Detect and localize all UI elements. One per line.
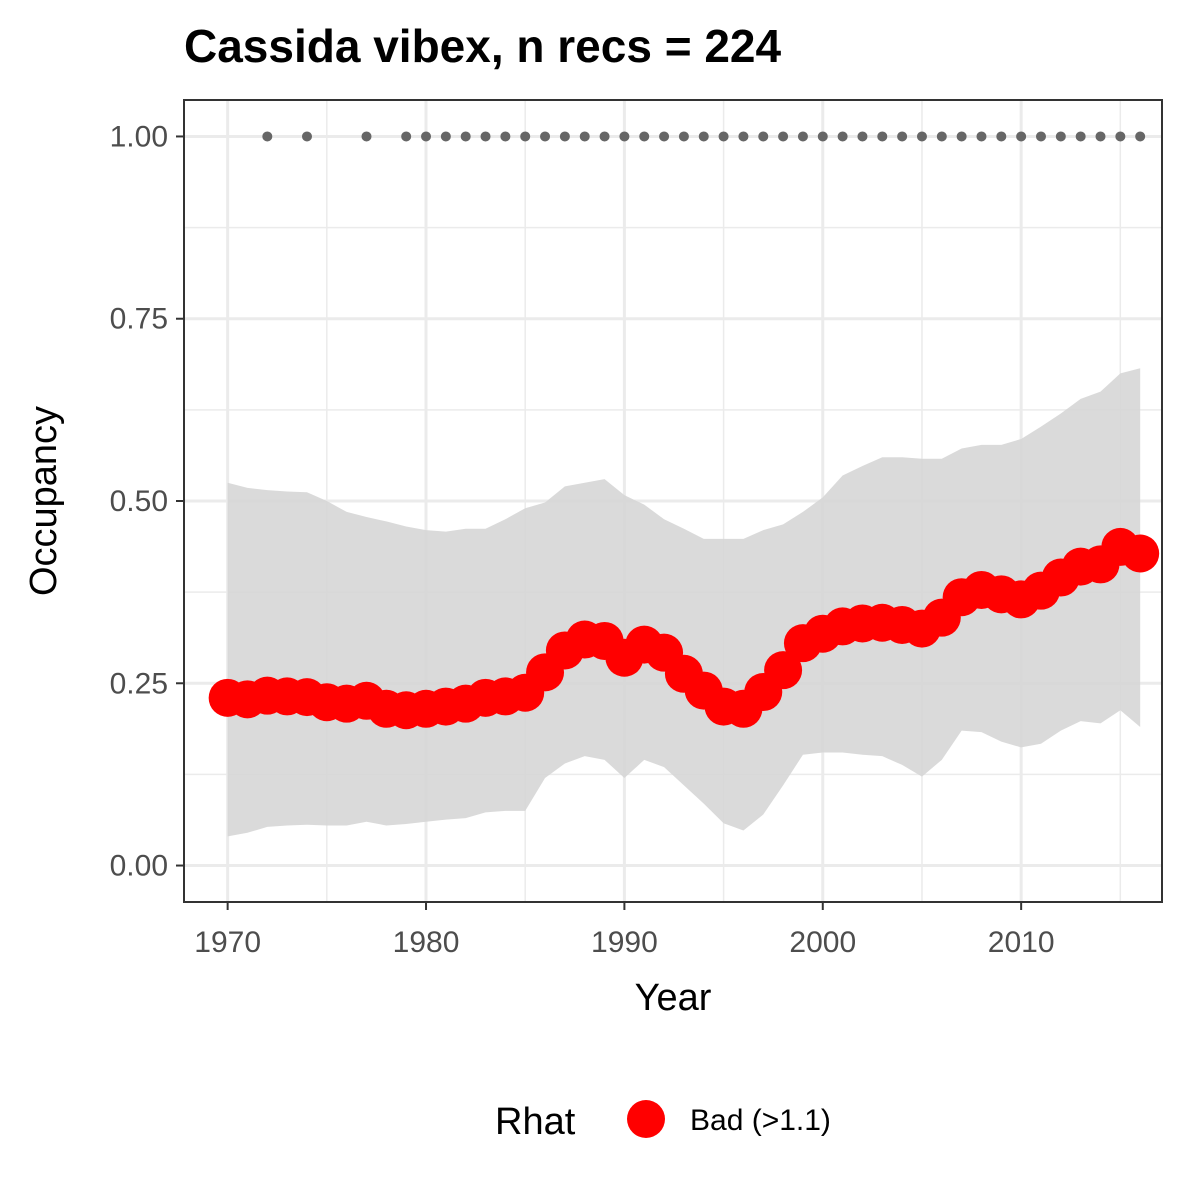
- record-point: [639, 131, 650, 142]
- record-point: [1035, 131, 1046, 142]
- record-point: [718, 131, 729, 142]
- x-tick-label: 1990: [591, 926, 658, 959]
- record-point: [1075, 131, 1086, 142]
- record-point: [936, 131, 947, 142]
- mean-occupancy-point: [764, 651, 803, 690]
- record-point: [837, 131, 848, 142]
- x-tick-label: 1980: [393, 926, 460, 959]
- legend-title: Rhat: [495, 1101, 576, 1143]
- record-point: [877, 131, 888, 142]
- record-point: [738, 131, 749, 142]
- record-point: [579, 131, 590, 142]
- record-point: [976, 131, 987, 142]
- record-point: [262, 131, 273, 142]
- x-tick-label: 1970: [194, 926, 261, 959]
- record-point: [1135, 131, 1146, 142]
- record-point: [480, 131, 491, 142]
- record-point: [361, 131, 372, 142]
- x-axis: 1970 1980 1990 2000 2010: [194, 902, 1055, 959]
- record-point: [1115, 131, 1126, 142]
- legend-key-bad: [627, 1100, 665, 1138]
- x-axis-title: Year: [635, 977, 712, 1019]
- mean-occupancy-point: [1121, 534, 1160, 573]
- record-point: [460, 131, 471, 142]
- record-point: [678, 131, 689, 142]
- record-point: [916, 131, 927, 142]
- record-point: [698, 131, 709, 142]
- y-tick-label: 0.50: [110, 485, 168, 518]
- legend-label-bad: Bad (>1.1): [690, 1104, 831, 1137]
- y-tick-label: 1.00: [110, 120, 168, 153]
- record-point: [421, 131, 432, 142]
- record-point: [1016, 131, 1027, 142]
- record-point: [817, 131, 828, 142]
- record-point: [996, 131, 1007, 142]
- x-tick-label: 2010: [988, 926, 1055, 959]
- chart-title: Cassida vibex, n recs = 224: [184, 20, 782, 72]
- record-point: [659, 131, 670, 142]
- record-point: [599, 131, 610, 142]
- y-tick-label: 0.00: [110, 850, 168, 883]
- record-point: [520, 131, 531, 142]
- record-points-layer: [262, 131, 1146, 142]
- record-point: [440, 131, 451, 142]
- record-point: [956, 131, 967, 142]
- mean-occupancy-layer: [208, 527, 1160, 730]
- record-point: [301, 131, 312, 142]
- y-axis-title: Occupancy: [23, 406, 65, 596]
- record-point: [401, 131, 412, 142]
- legend: Rhat Bad (>1.1): [495, 1100, 831, 1143]
- record-point: [1095, 131, 1106, 142]
- y-axis: 0.00 0.25 0.50 0.75 1.00: [110, 120, 184, 883]
- y-tick-label: 0.25: [110, 667, 168, 700]
- x-tick-label: 2000: [789, 926, 856, 959]
- record-point: [500, 131, 511, 142]
- record-point: [778, 131, 789, 142]
- record-point: [1055, 131, 1066, 142]
- y-tick-label: 0.75: [110, 303, 168, 336]
- record-point: [857, 131, 868, 142]
- record-point: [540, 131, 551, 142]
- record-point: [758, 131, 769, 142]
- record-point: [559, 131, 570, 142]
- record-point: [897, 131, 908, 142]
- record-point: [619, 131, 630, 142]
- record-point: [797, 131, 808, 142]
